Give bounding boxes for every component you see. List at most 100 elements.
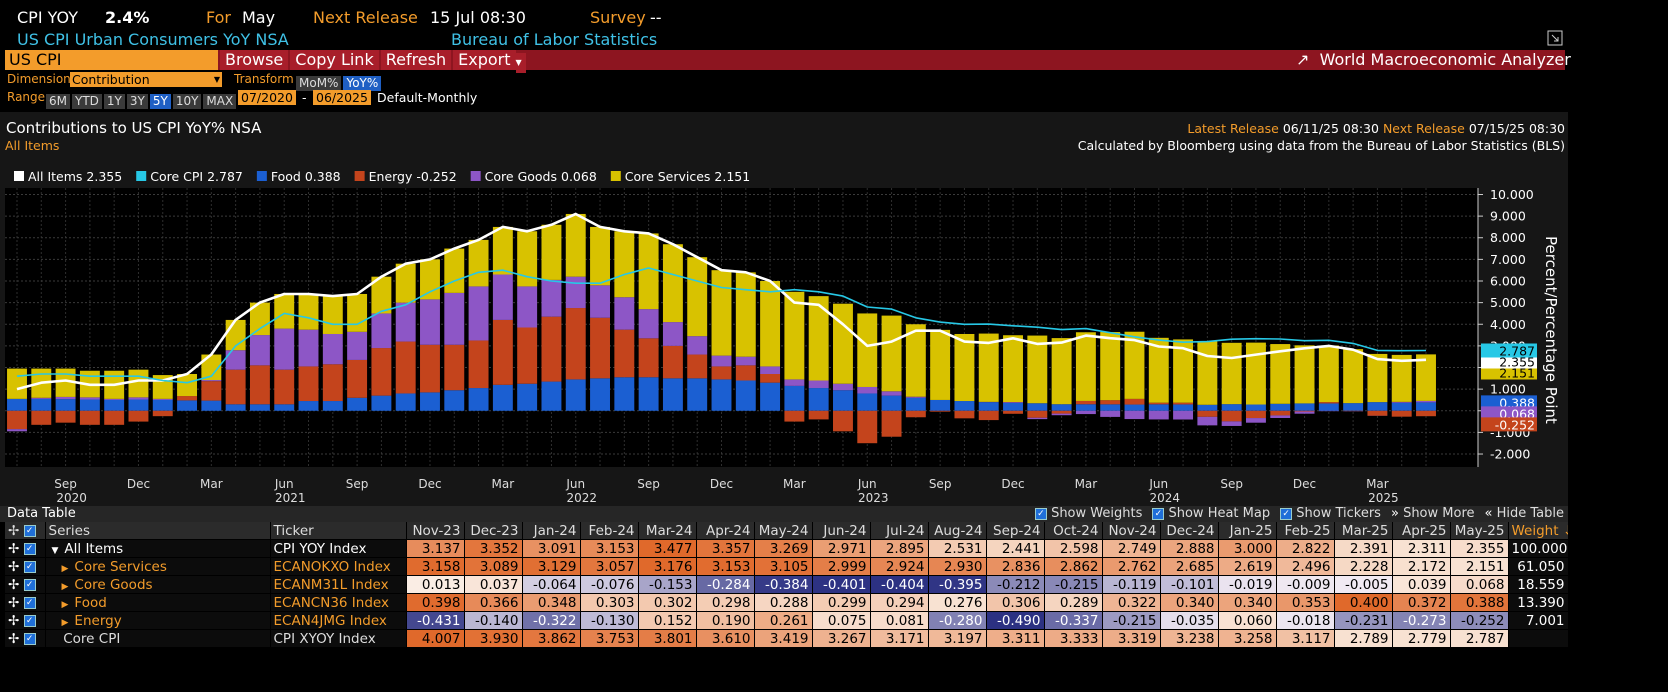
- value-cell: 4.007: [406, 629, 465, 648]
- series-cell[interactable]: Core CPI: [45, 629, 271, 648]
- legend-entry: Core CPI 2.787: [150, 169, 243, 184]
- header-series: Series: [45, 522, 271, 540]
- range-button[interactable]: MAX: [203, 94, 237, 109]
- value-cell: 0.037: [464, 575, 523, 594]
- bar-segment: [517, 231, 538, 287]
- table-option[interactable]: « Hide Table: [1485, 506, 1565, 521]
- expand-icon[interactable]: [1547, 30, 1563, 46]
- series-cell[interactable]: ▶ Core Services: [45, 557, 271, 576]
- range-button[interactable]: 3Y: [126, 94, 148, 109]
- bar-segment: [1051, 338, 1072, 405]
- series-cell[interactable]: ▶ Core Goods: [45, 575, 271, 594]
- y-tick-label: -2.000: [1490, 447, 1530, 462]
- checkbox[interactable]: ✓: [23, 632, 36, 645]
- bar-segment: [1075, 400, 1096, 405]
- value-cell: -0.280: [928, 611, 987, 630]
- weight-cell: 100.000: [1508, 539, 1569, 558]
- bar-segment: [128, 369, 149, 398]
- table-option[interactable]: ✓ Show Weights: [1034, 506, 1142, 521]
- weight-cell: 18.559: [1508, 575, 1569, 594]
- range-button[interactable]: 5Y: [149, 94, 171, 109]
- tree-toggle[interactable]: ▶: [61, 563, 69, 574]
- bar-segment: [1367, 353, 1388, 403]
- range-button[interactable]: YTD: [72, 94, 102, 109]
- dimension-select[interactable]: Contribution ▼: [70, 72, 222, 87]
- value-cell: 3.753: [580, 629, 639, 648]
- value-cell: 0.398: [406, 593, 465, 612]
- value-cell: 3.197: [928, 629, 987, 648]
- value-cell: 2.762: [1102, 557, 1161, 576]
- table-option[interactable]: ✓ Show Heat Map: [1152, 506, 1270, 521]
- checkbox[interactable]: ✓: [23, 596, 36, 609]
- tree-toggle[interactable]: ▼: [51, 545, 59, 556]
- toolbar-button[interactable]: Browse: [220, 50, 289, 70]
- tree-toggle[interactable]: [52, 636, 58, 646]
- checkbox[interactable]: ✓: [23, 542, 36, 555]
- series-cell[interactable]: ▼ All Items: [45, 539, 271, 558]
- transform-button[interactable]: MoM%: [296, 76, 342, 91]
- toolbar-button[interactable]: Export: [453, 50, 516, 70]
- legend-name: Core Services: [625, 169, 711, 184]
- bar-segment: [1003, 410, 1023, 414]
- bar-segment: [590, 226, 610, 286]
- bar-segment: [662, 244, 683, 323]
- table-option[interactable]: » Show More: [1391, 506, 1475, 521]
- value-cell: -0.009: [1276, 575, 1335, 594]
- x-tick-label: Mar: [1366, 477, 1389, 491]
- value-cell: 3.153: [696, 557, 755, 576]
- tree-toggle[interactable]: ▶: [61, 599, 69, 610]
- next-release: 07/15/25 08:30: [1469, 121, 1565, 136]
- bar-segment: [152, 399, 173, 411]
- toolbar-button[interactable]: Copy Link: [290, 50, 379, 70]
- legend-entry: Food 0.388: [271, 169, 341, 184]
- value-cell: 2.311: [1392, 539, 1451, 558]
- value-cell: 2.862: [1044, 557, 1103, 576]
- series-cell[interactable]: ▶ Food: [45, 593, 271, 612]
- option-label: Show Heat Map: [1168, 506, 1271, 521]
- range-button[interactable]: 1Y: [103, 94, 125, 109]
- app-link[interactable]: ↗ World Macroeconomic Analyzer: [1296, 50, 1571, 69]
- last-value-label: 2.151: [1499, 365, 1535, 380]
- tree-toggle[interactable]: ▶: [61, 617, 69, 628]
- range-button[interactable]: 6M: [46, 94, 70, 109]
- header-weight[interactable]: Weight ↓: [1508, 522, 1569, 540]
- bar-segment: [760, 374, 781, 383]
- table-option[interactable]: ✓ Show Tickers: [1280, 506, 1381, 521]
- tree-toggle[interactable]: ▶: [61, 581, 69, 592]
- bar-segment: [711, 379, 732, 411]
- value-cell: 3.862: [522, 629, 581, 648]
- toolbar-button[interactable]: Refresh: [380, 50, 452, 70]
- bar-segment: [517, 383, 538, 411]
- bar-segment: [930, 399, 951, 411]
- bar-segment: [881, 410, 902, 437]
- last-value-box: [1481, 417, 1537, 432]
- bar-segment: [1027, 410, 1048, 418]
- bar-segment: [468, 388, 489, 411]
- value-cell: 3.477: [638, 539, 697, 558]
- drag: ✢: [8, 576, 20, 593]
- value-cell: -0.284: [696, 575, 755, 594]
- search-box[interactable]: US CPI: [5, 50, 218, 70]
- checkbox[interactable]: ✓: [23, 524, 36, 537]
- header-month: May-25: [1450, 522, 1509, 540]
- bar-segment: [1051, 410, 1072, 414]
- last-value: 2.4%: [105, 8, 150, 27]
- bar-segment: [1270, 415, 1291, 418]
- checkbox[interactable]: ✓: [23, 578, 36, 591]
- range-start[interactable]: 07/2020: [238, 90, 296, 105]
- weight-cell: 61.050: [1508, 557, 1569, 576]
- bar-segment: [735, 365, 756, 381]
- bar-segment: [1270, 403, 1291, 411]
- bar-segment: [7, 410, 27, 430]
- transform-button[interactable]: YoY%: [343, 76, 382, 91]
- legend-name: Food: [271, 169, 301, 184]
- checkbox[interactable]: ✓: [23, 614, 36, 627]
- range-button[interactable]: 10Y: [172, 94, 202, 109]
- range-end[interactable]: 06/2025: [313, 90, 371, 105]
- x-year-label: 2020: [56, 491, 87, 505]
- bar-segment: [1051, 413, 1072, 416]
- series-cell[interactable]: ▶ Energy: [45, 611, 271, 630]
- checkbox[interactable]: ✓: [23, 560, 36, 573]
- bar-segment: [420, 392, 440, 411]
- value-cell: 0.068: [1450, 575, 1509, 594]
